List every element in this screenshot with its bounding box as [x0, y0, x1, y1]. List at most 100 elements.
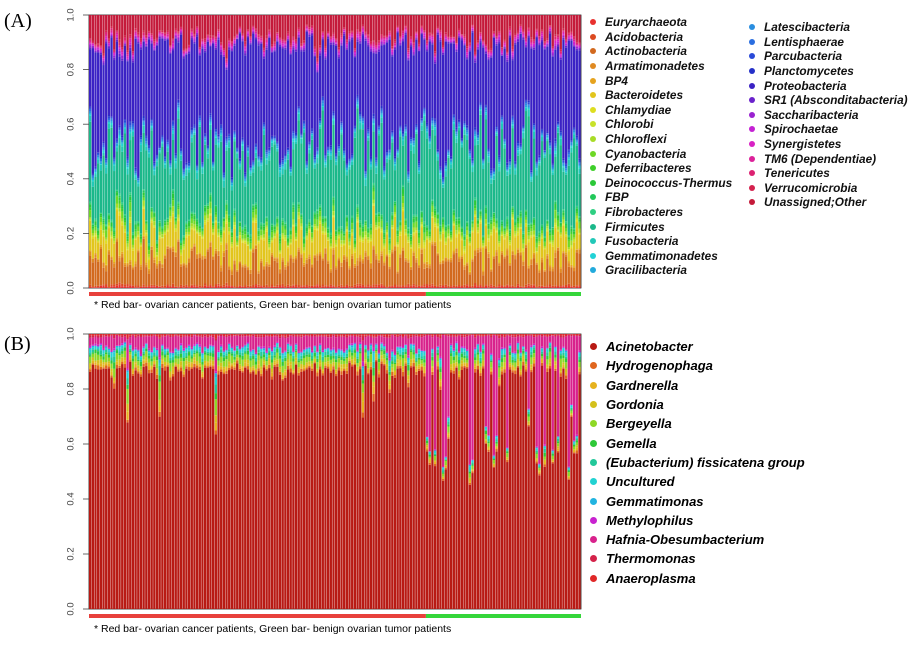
bar-segment [137, 231, 140, 235]
bar-segment [236, 236, 239, 238]
sample-bar [278, 15, 282, 288]
bar-segment [439, 240, 442, 242]
bar-segment [201, 237, 204, 239]
bar-segment [158, 36, 161, 39]
bar-segment [97, 229, 100, 231]
bar-segment [377, 262, 381, 285]
bar-segment [495, 45, 498, 127]
bar-segment [401, 193, 405, 197]
bar-segment [177, 110, 180, 119]
bar-segment [412, 137, 415, 139]
bar-segment [161, 139, 164, 142]
bar-segment [163, 35, 167, 37]
bar-segment [326, 148, 330, 151]
bar-segment [321, 103, 324, 107]
bar-segment [324, 285, 327, 287]
bar-segment [300, 48, 303, 50]
bar-segment [262, 265, 266, 267]
bar-segment [209, 115, 212, 118]
bar-segment [273, 46, 276, 48]
bar-segment [482, 245, 485, 247]
bar-segment [139, 269, 143, 287]
bar-segment [174, 161, 177, 164]
bar-segment [313, 227, 316, 230]
bar-segment [431, 285, 434, 288]
bar-segment [230, 285, 234, 287]
bar-segment [113, 159, 116, 162]
bar-segment [158, 260, 161, 261]
bar-segment [99, 54, 103, 157]
bar-segment [276, 15, 279, 33]
bar-segment [367, 40, 370, 43]
bar-segment [367, 237, 370, 240]
bar-segment [407, 242, 410, 260]
bar-segment [91, 233, 94, 236]
bar-segment [268, 149, 271, 151]
bar-segment [466, 59, 469, 126]
bar-segment [487, 162, 490, 223]
bar-segment [474, 200, 477, 206]
bar-segment [209, 202, 212, 209]
bar-segment [436, 153, 439, 155]
bar-segment [246, 29, 250, 31]
bar-segment [492, 226, 496, 228]
bar-segment [425, 261, 429, 265]
bar-segment [316, 151, 319, 155]
bar-segment [318, 120, 322, 122]
bar-segment [236, 158, 239, 237]
bar-segment [244, 226, 247, 229]
bar-segment [359, 115, 362, 117]
bar-segment [105, 243, 108, 265]
bar-segment [495, 223, 498, 225]
bar-segment [340, 240, 343, 244]
bar-segment [345, 226, 349, 230]
bar-segment [161, 227, 164, 229]
bar-segment [356, 39, 359, 42]
bar-segment [139, 139, 143, 140]
bar-segment [254, 202, 258, 205]
bar-segment [179, 150, 183, 152]
bar-segment [391, 225, 394, 228]
sample-bar [212, 15, 215, 288]
bar-segment [252, 205, 255, 208]
bar-segment [324, 286, 327, 288]
bar-segment [94, 169, 97, 171]
bar-segment [241, 141, 244, 143]
bar-segment [190, 135, 193, 138]
bar-segment [123, 119, 127, 121]
bar-segment [316, 219, 319, 227]
bar-segment [214, 37, 217, 40]
bar-segment [436, 223, 439, 227]
bar-segment [412, 146, 415, 154]
bar-segment [401, 137, 405, 140]
bar-segment [329, 286, 332, 288]
bar-segment [241, 37, 244, 39]
bar-segment [206, 218, 209, 220]
bar-segment [490, 51, 493, 53]
bar-segment [158, 260, 161, 264]
bar-segment [139, 286, 143, 288]
bar-segment [246, 244, 250, 246]
bar-segment [466, 125, 469, 128]
bar-segment [238, 166, 242, 170]
bar-segment [385, 229, 389, 233]
bar-segment [147, 247, 151, 249]
bar-segment [385, 256, 389, 287]
bar-segment [89, 121, 92, 202]
bar-segment [97, 159, 100, 164]
bar-segment [252, 164, 255, 166]
bar-segment [321, 286, 324, 288]
bar-segment [273, 135, 276, 137]
bar-segment [329, 232, 332, 235]
bar-segment [147, 148, 151, 151]
bar-segment [356, 208, 359, 213]
bar-segment [351, 229, 354, 233]
bar-segment [294, 42, 298, 45]
sample-bar [166, 15, 169, 288]
bar-segment [97, 15, 100, 44]
bar-segment [276, 218, 279, 223]
bar-segment [428, 286, 431, 288]
bar-segment [417, 230, 421, 233]
bar-segment [203, 212, 207, 216]
bar-segment [289, 15, 292, 44]
